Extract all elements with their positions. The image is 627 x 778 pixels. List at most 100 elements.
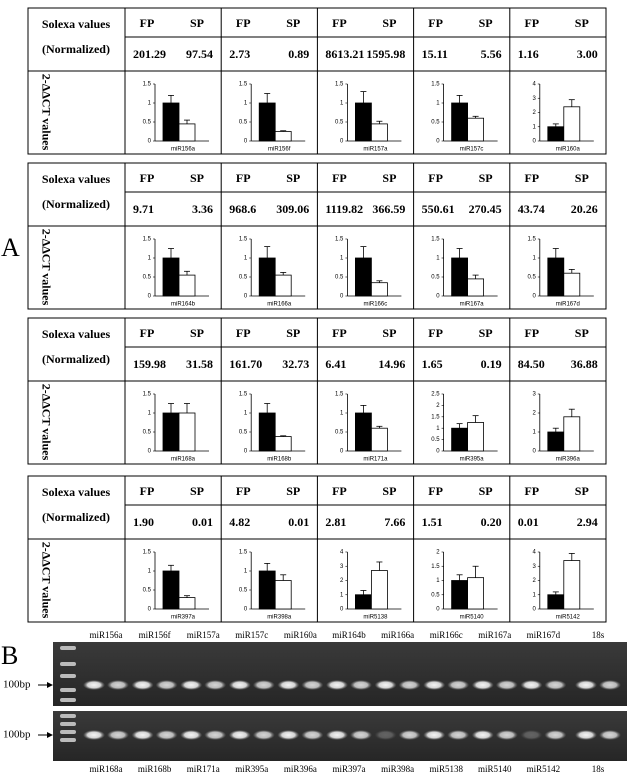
y-tick-label: 1.5 (143, 82, 152, 88)
lane-label: miR156f (139, 630, 171, 640)
solexa-value: 0.01 (192, 515, 213, 529)
lane-label: miR167d (527, 630, 561, 640)
chart-label: miR5138 (363, 615, 388, 621)
y-tick-label: 1.5 (335, 392, 344, 398)
bar (547, 126, 565, 142)
panel-label: A (1, 233, 20, 262)
col-header: FP (332, 484, 347, 498)
ladder-band (60, 646, 76, 650)
bar (354, 594, 372, 610)
gel-band (301, 680, 324, 690)
col-header: FP (524, 326, 539, 340)
y-tick-label: 1 (148, 101, 152, 107)
y-tick-label: 0 (148, 139, 152, 145)
row-label: (Normalized) (42, 352, 110, 366)
lane-label: miR398a (381, 764, 414, 774)
gel-band (423, 680, 446, 690)
y-tick-label: 0 (244, 139, 248, 145)
y-tick-label: 1.5 (143, 550, 152, 556)
solexa-value: 550.61 (422, 202, 455, 216)
solexa-value: 4.82 (229, 515, 250, 529)
y-tick-label: 1.5 (143, 237, 152, 243)
y-tick-label: 1 (436, 101, 440, 107)
lane-label: miR166c (430, 630, 463, 640)
solexa-value: 9.71 (133, 202, 154, 216)
row-label: Solexa values (42, 17, 111, 31)
y-tick-label: 1 (532, 592, 536, 598)
y-tick-label: 0.5 (431, 437, 440, 443)
bar (258, 102, 276, 142)
lane-label: miR396a (284, 764, 317, 774)
gel-band (423, 730, 446, 740)
y-axis-label: 2-ΔΔCT values (39, 542, 53, 619)
solexa-value: 366.59 (372, 202, 405, 216)
lane-label: miR5138 (429, 764, 463, 774)
gel-band (326, 730, 348, 740)
bar (162, 102, 180, 142)
y-tick-label: 0 (244, 449, 248, 455)
marker-label: 100bp (3, 679, 31, 691)
bar (258, 570, 276, 610)
col-header: SP (575, 484, 589, 498)
y-tick-label: 1.5 (431, 82, 440, 88)
chart-label: miR156f (268, 147, 291, 153)
col-header: SP (575, 16, 589, 30)
y-tick-label: 2.5 (431, 392, 440, 398)
y-tick-label: 1 (340, 101, 344, 107)
solexa-value: 2.81 (325, 515, 346, 529)
y-tick-label: 2 (436, 403, 440, 409)
gel-band (107, 730, 129, 740)
col-header: FP (332, 16, 347, 30)
col-header: SP (286, 484, 300, 498)
bar (178, 123, 196, 142)
marker-label: 100bp (3, 729, 31, 741)
bar (563, 106, 581, 142)
gel-band (277, 730, 300, 740)
col-header: FP (524, 171, 539, 185)
bar (467, 117, 485, 142)
y-tick-label: 0 (244, 294, 248, 300)
solexa-value: 0.19 (481, 357, 502, 371)
chart-label: miR5140 (460, 615, 485, 621)
col-header: SP (190, 16, 204, 30)
col-header: SP (479, 484, 493, 498)
y-tick-label: 1 (148, 256, 152, 262)
col-header: FP (140, 16, 155, 30)
y-tick-label: 1.5 (239, 237, 248, 243)
bar (354, 257, 372, 297)
y-tick-label: 0 (436, 449, 440, 455)
bar (370, 570, 388, 610)
y-tick-label: 1 (244, 101, 248, 107)
solexa-value: 31.58 (186, 357, 213, 371)
solexa-value: 0.01 (288, 515, 309, 529)
col-header: SP (382, 171, 396, 185)
bar (370, 427, 388, 452)
lane-label: miR160a (284, 630, 317, 640)
col-header: FP (428, 16, 443, 30)
gel-band (575, 680, 597, 690)
y-tick-label: 0.5 (143, 275, 152, 281)
solexa-value: 161.70 (229, 357, 262, 371)
y-tick-label: 0 (532, 294, 536, 300)
y-tick-label: 0 (148, 449, 152, 455)
ladder-band (60, 714, 76, 718)
lane-label: miR5140 (478, 764, 512, 774)
col-header: FP (236, 484, 251, 498)
col-header: SP (286, 171, 300, 185)
gel-band (599, 730, 621, 740)
bar (258, 257, 276, 297)
bar (178, 274, 196, 297)
lane-label: miR171a (187, 764, 220, 774)
col-header: SP (190, 171, 204, 185)
y-tick-label: 0 (148, 607, 152, 613)
chart-label: miR166c (364, 302, 388, 308)
col-header: SP (190, 484, 204, 498)
y-tick-label: 3 (532, 392, 536, 398)
col-header: FP (524, 16, 539, 30)
y-tick-label: 1.5 (527, 237, 536, 243)
y-tick-label: 2 (532, 411, 536, 417)
gel-band (180, 730, 203, 740)
gel-band (520, 680, 543, 690)
y-tick-label: 1 (532, 430, 536, 436)
